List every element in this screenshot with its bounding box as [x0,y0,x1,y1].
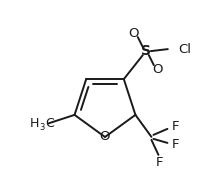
Text: O: O [153,63,163,76]
Text: F: F [172,120,179,133]
Text: O: O [100,130,110,143]
Text: Cl: Cl [178,43,191,56]
Text: S: S [141,44,151,58]
Text: O: O [128,27,139,40]
Text: H: H [30,117,39,130]
Text: C: C [45,117,54,130]
Text: F: F [172,138,179,151]
Text: F: F [156,156,163,169]
Text: 3: 3 [39,123,44,132]
